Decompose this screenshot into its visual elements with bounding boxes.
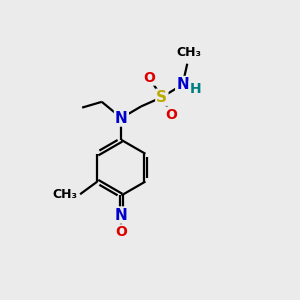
Text: H: H (190, 82, 201, 96)
Text: CH₃: CH₃ (53, 188, 78, 201)
Text: N: N (115, 110, 128, 125)
Text: CH₃: CH₃ (176, 46, 201, 59)
Text: O: O (116, 225, 127, 239)
Text: N: N (115, 208, 128, 223)
Text: N: N (176, 77, 189, 92)
Text: O: O (165, 107, 177, 122)
Text: O: O (143, 70, 155, 85)
Text: S: S (156, 90, 167, 105)
